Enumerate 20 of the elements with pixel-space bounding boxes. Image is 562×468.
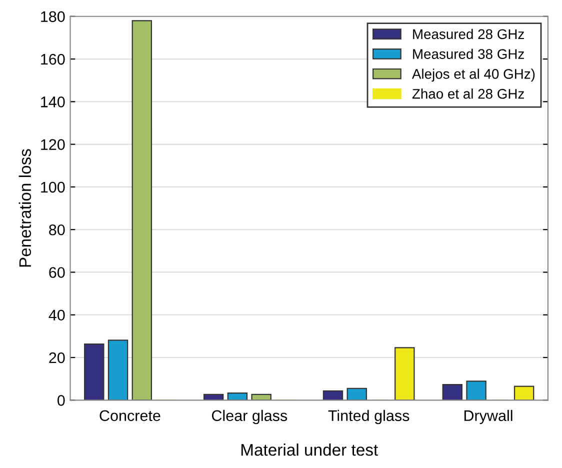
x-tick-label: Drywall	[464, 410, 512, 424]
x-axis-title: Material under test	[241, 444, 378, 456]
y-axis-title: Penetration loss	[18, 149, 32, 267]
x-tick-label: Concrete	[100, 410, 160, 422]
y-tick-label: 180	[41, 11, 65, 22]
legend-label: Alejos et al 40 GHz)	[412, 68, 535, 82]
y-tick-label: 0	[57, 395, 65, 406]
legend-label: Measured 28 GHz	[413, 28, 524, 40]
y-tick-label: 100	[41, 182, 65, 193]
y-tick-label: 140	[41, 96, 65, 108]
y-tick-label: 120	[41, 139, 65, 150]
y-tick-label: 80	[49, 224, 65, 236]
legend-label: Zhao et al 28 GHz	[412, 88, 524, 99]
x-tick-label: Tinted glass	[328, 410, 410, 424]
y-tick-label: 20	[49, 352, 65, 364]
legend-label: Measured 38 GHz	[413, 48, 524, 59]
y-tick-label: 40	[48, 310, 65, 321]
y-tick-label: 60	[49, 267, 65, 278]
y-tick-label: 160	[41, 54, 65, 65]
x-tick-label: Clear glass	[212, 410, 288, 424]
